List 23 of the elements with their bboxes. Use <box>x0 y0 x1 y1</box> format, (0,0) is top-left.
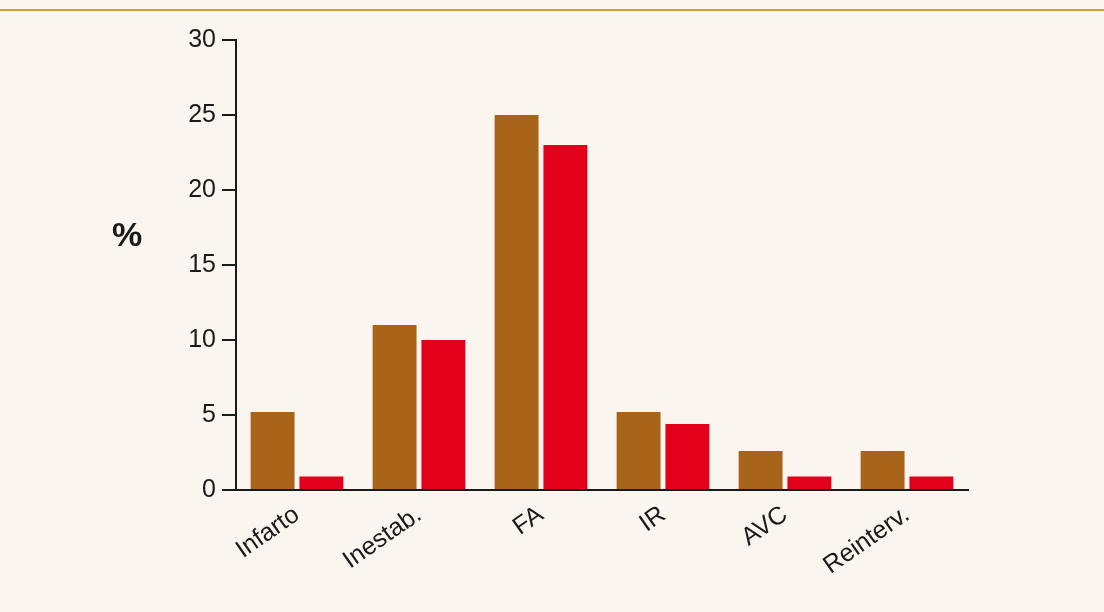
x-tick-label: FA <box>506 498 549 540</box>
y-axis-title: % <box>111 215 143 254</box>
y-tick-label: 30 <box>188 23 216 52</box>
bar <box>738 451 783 489</box>
bar <box>250 412 295 489</box>
x-tick-label: AVC <box>735 499 792 551</box>
bar <box>909 476 954 489</box>
y-tick-label: 10 <box>188 323 216 352</box>
bar <box>787 476 832 489</box>
y-tick-label: 25 <box>188 98 216 127</box>
x-tick-label: IR <box>633 499 670 537</box>
bar <box>543 145 588 489</box>
bar <box>372 325 417 489</box>
bar <box>421 340 466 489</box>
y-tick-label: 5 <box>202 398 216 427</box>
y-tick-label: 20 <box>188 173 216 202</box>
bar <box>665 424 710 489</box>
bar <box>494 115 539 489</box>
y-tick-label: 15 <box>188 248 216 277</box>
bar <box>299 476 344 489</box>
bar <box>616 412 661 489</box>
bar <box>860 451 905 489</box>
y-tick-label: 0 <box>202 473 216 502</box>
